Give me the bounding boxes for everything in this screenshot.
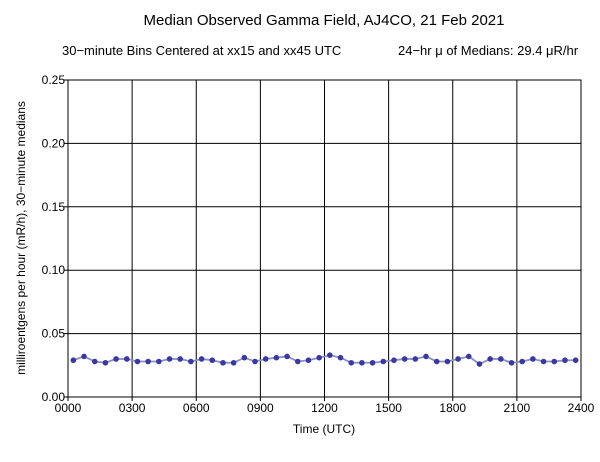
data-point (198, 356, 205, 362)
data-point (476, 361, 483, 367)
x-axis-label: Time (UTC) (293, 422, 355, 436)
data-point (572, 357, 579, 364)
data-point (102, 359, 109, 366)
y-tick-label: 0.20 (42, 136, 66, 150)
x-tick-label: 1500 (375, 401, 402, 415)
data-point (465, 353, 472, 360)
chart-subtitle-left: 30−minute Bins Centered at xx15 and xx45… (62, 43, 341, 58)
y-tick-label: 0.25 (42, 73, 66, 87)
data-point (188, 358, 194, 365)
data-point (401, 356, 408, 362)
data-point (412, 356, 419, 362)
x-tick-label: 0900 (247, 401, 274, 415)
data-point (444, 358, 451, 365)
data-point (177, 356, 184, 362)
x-tick-label: 0600 (183, 401, 210, 415)
data-point (562, 357, 568, 364)
data-point (134, 358, 141, 365)
data-point (348, 359, 355, 366)
data-point (327, 352, 333, 358)
data-point (123, 356, 130, 362)
data-point (241, 354, 248, 361)
data-point (540, 358, 547, 365)
data-point (70, 357, 77, 364)
x-tick-label: 0000 (55, 401, 82, 415)
data-point (455, 356, 461, 362)
data-point (209, 357, 216, 364)
x-tick-label: 2100 (504, 401, 531, 415)
data-point (113, 356, 119, 362)
data-point (91, 358, 98, 365)
x-tick-label: 1800 (439, 401, 466, 415)
data-point (294, 358, 301, 365)
chart-title: Median Observed Gamma Field, AJ4CO, 21 F… (143, 12, 504, 29)
data-point (423, 353, 429, 360)
data-point (262, 356, 269, 362)
data-series (70, 352, 579, 367)
data-point (166, 356, 173, 362)
data-point (305, 357, 312, 364)
data-point (380, 358, 387, 365)
data-point (551, 358, 558, 365)
y-tick-label: 0.15 (42, 200, 66, 214)
data-point (508, 359, 515, 366)
x-tick-label: 2400 (568, 401, 595, 415)
data-point (359, 359, 365, 366)
data-point (284, 353, 290, 360)
data-point (369, 359, 376, 366)
data-point (81, 353, 87, 360)
data-point (252, 358, 258, 365)
x-tick-label: 1200 (311, 401, 338, 415)
grid (64, 79, 582, 401)
data-point (337, 354, 344, 361)
y-tick-label: 0.05 (42, 327, 66, 341)
data-point (273, 354, 280, 361)
data-point (156, 358, 162, 365)
data-point (433, 358, 440, 365)
data-point (145, 358, 151, 365)
data-point (530, 356, 536, 362)
plot-frame (67, 79, 582, 398)
data-point (220, 359, 226, 366)
data-point (230, 359, 237, 366)
y-tick-label: 0.10 (42, 263, 66, 277)
data-point (498, 356, 504, 362)
tick-labels: 0000 0300 0600 0900 1200 1500 1800 2100 2400 0.00… (42, 73, 595, 415)
x-tick-label: 0300 (119, 401, 146, 415)
y-axis-label: milliroentgens per hour (mR/h), 30−minut… (14, 101, 28, 375)
data-point (519, 358, 526, 365)
y-tick-label: 0.00 (42, 390, 66, 404)
chart-subtitle-right: 24−hr μ of Medians: 29.4 μR/hr (398, 43, 579, 58)
data-point (487, 356, 493, 362)
data-point (391, 357, 397, 364)
data-point (316, 354, 322, 361)
